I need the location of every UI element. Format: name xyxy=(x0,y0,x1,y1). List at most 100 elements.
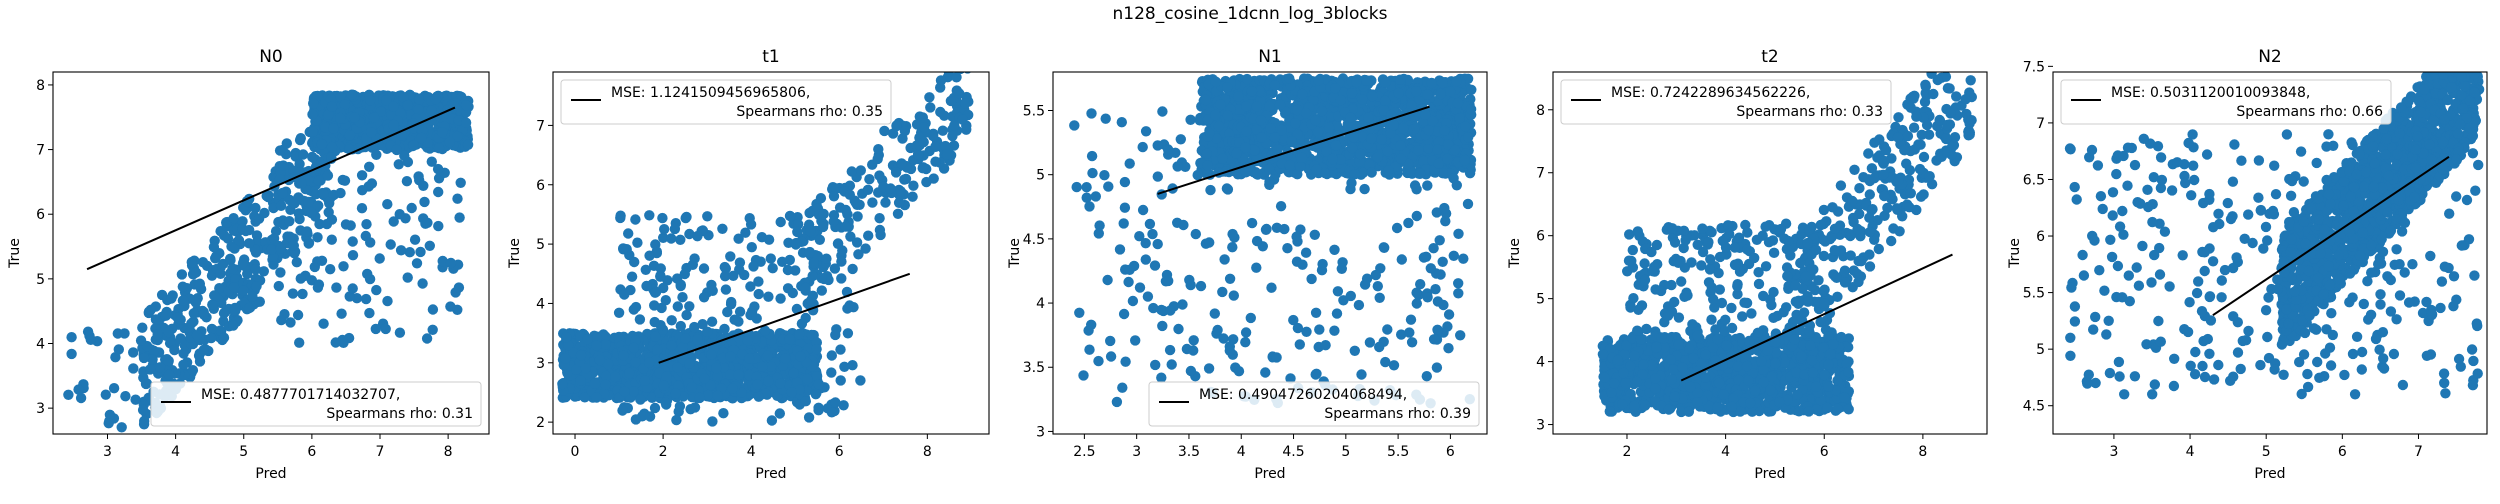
scatter-point xyxy=(1123,277,1133,287)
scatter-point xyxy=(1148,303,1158,313)
scatter-point xyxy=(389,216,399,226)
scatter-point xyxy=(681,333,691,343)
scatter-point xyxy=(433,221,443,231)
scatter-point xyxy=(1411,184,1421,194)
scatter-point xyxy=(841,205,851,215)
scatter-point xyxy=(827,407,837,417)
scatter-point xyxy=(1328,154,1338,164)
scatter-point xyxy=(345,130,355,140)
scatter-point xyxy=(666,340,676,350)
scatter-point xyxy=(1356,369,1366,379)
scatter-point xyxy=(560,353,570,363)
scatter-point xyxy=(1257,132,1267,142)
scatter-point xyxy=(1295,339,1305,349)
scatter-point xyxy=(317,256,327,266)
scatter-point xyxy=(644,358,654,368)
scatter-point xyxy=(681,310,691,320)
scatter-point xyxy=(706,350,716,360)
scatter-point xyxy=(228,320,238,330)
x-tick-label: 5 xyxy=(1341,444,1350,460)
scatter-point xyxy=(331,337,341,347)
scatter-point xyxy=(847,166,857,176)
scatter-point xyxy=(947,131,957,141)
scatter-point xyxy=(592,340,602,350)
scatter-point xyxy=(1163,144,1173,154)
scatter-point xyxy=(313,282,323,292)
scatter-point xyxy=(136,335,146,345)
scatter-point xyxy=(1101,114,1111,124)
scatter-point xyxy=(630,214,640,224)
scatter-point xyxy=(1084,345,1094,355)
scatter-point xyxy=(830,397,840,407)
y-tick-label: 4 xyxy=(1036,296,1045,312)
scatter-point xyxy=(1357,94,1367,104)
scatter-point xyxy=(304,238,314,248)
scatter-point xyxy=(1211,77,1221,87)
scatter-point xyxy=(1202,149,1212,159)
scatter-point xyxy=(155,362,165,372)
scatter-point xyxy=(1072,182,1082,192)
scatter-point xyxy=(327,235,337,245)
scatter-point xyxy=(166,293,176,303)
scatter-point xyxy=(276,243,286,253)
scatter-point xyxy=(141,379,151,389)
y-axis-label: True xyxy=(1007,238,1023,269)
scatter-point xyxy=(1120,177,1130,187)
scatter-point xyxy=(631,302,641,312)
scatter-point xyxy=(446,258,456,268)
scatter-point xyxy=(254,214,264,224)
scatter-point xyxy=(207,300,217,310)
scatter-point xyxy=(1247,86,1257,96)
figure-title: n128_cosine_1dcnn_log_3blocks xyxy=(0,4,2500,24)
scatter-point xyxy=(1157,106,1167,116)
scatter-point xyxy=(754,289,764,299)
scatter-point xyxy=(845,190,855,200)
scatter-point xyxy=(1362,75,1372,85)
scatter-point xyxy=(1463,132,1473,142)
scatter-point xyxy=(199,345,209,355)
scatter-point xyxy=(1143,291,1153,301)
scatter-point xyxy=(1214,121,1224,131)
scatter-point xyxy=(1271,352,1281,362)
scatter-point xyxy=(1435,89,1445,99)
scatter-point xyxy=(721,284,731,294)
scatter-point xyxy=(269,233,279,243)
scatter-point xyxy=(128,363,138,373)
scatter-point xyxy=(417,278,427,288)
scatter-point xyxy=(827,350,837,360)
scatter-point xyxy=(645,411,655,421)
scatter-point xyxy=(461,118,471,128)
scatter-point xyxy=(1204,237,1214,247)
scatter-point xyxy=(631,414,641,424)
scatter-point xyxy=(1273,144,1283,154)
scatter-point xyxy=(1336,95,1346,105)
scatter-point xyxy=(873,144,883,154)
scatter-point xyxy=(961,51,971,61)
scatter-point xyxy=(371,150,381,160)
scatter-point xyxy=(1466,85,1476,95)
scatter-point xyxy=(1439,203,1449,213)
scatter-point xyxy=(618,244,628,254)
scatter-point xyxy=(666,233,676,243)
scatter-point xyxy=(454,282,464,292)
scatter-point xyxy=(713,391,723,401)
scatter-point xyxy=(874,170,884,180)
scatter-point xyxy=(960,98,970,108)
scatter-point xyxy=(777,257,787,267)
x-tick-label: 6 xyxy=(835,444,844,460)
scatter-point xyxy=(284,216,294,226)
scatter-point xyxy=(733,370,743,380)
scatter-point xyxy=(431,94,441,104)
scatter-point xyxy=(293,310,303,320)
scatter-point xyxy=(735,307,745,317)
scatter-point xyxy=(1204,363,1214,373)
scatter-point xyxy=(234,235,244,245)
scatter-point xyxy=(278,160,288,170)
scatter-point xyxy=(671,218,681,228)
scatter-point xyxy=(722,307,732,317)
scatter-point xyxy=(1444,309,1454,319)
scatter-point xyxy=(1189,335,1199,345)
y-tick-label: 5 xyxy=(36,272,45,288)
scatter-point xyxy=(361,294,371,304)
